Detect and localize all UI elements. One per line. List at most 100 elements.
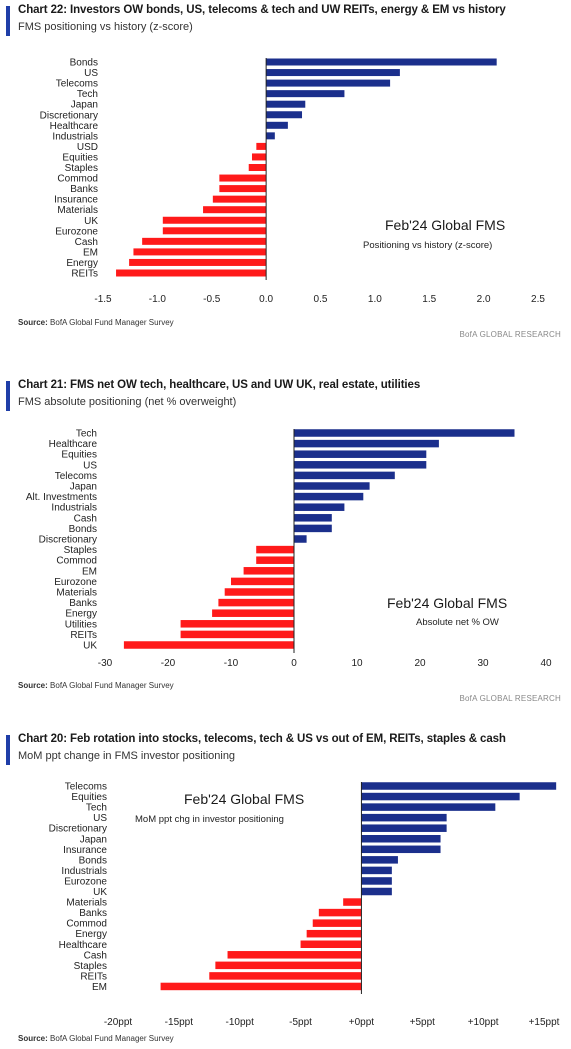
bar-discretionary bbox=[266, 111, 303, 119]
category-label: Japan bbox=[71, 100, 98, 111]
category-label: Energy bbox=[75, 929, 107, 940]
chart-subtitle: MoM ppt change in FMS investor positioni… bbox=[18, 750, 236, 762]
category-label: Equities bbox=[62, 152, 98, 163]
category-label: Healthcare bbox=[49, 439, 98, 450]
bar-energy bbox=[129, 258, 267, 266]
chart-header: Chart 20: Feb rotation into stocks, tele… bbox=[0, 729, 571, 773]
category-label: Alt. Investments bbox=[26, 492, 97, 503]
annotation-title: Feb'24 Global FMS bbox=[184, 791, 304, 807]
x-tick-label: 1.0 bbox=[368, 294, 382, 305]
bar-reits bbox=[209, 972, 362, 980]
source-label: Source: bbox=[18, 681, 48, 690]
category-label: Banks bbox=[70, 184, 98, 195]
bar-japan bbox=[266, 100, 306, 108]
bar-telecoms bbox=[294, 471, 395, 480]
bar-utilities bbox=[180, 620, 294, 628]
bar-discretionary bbox=[361, 824, 447, 832]
bar-chart-22: Feb'24 Global FMS Positioning vs history… bbox=[40, 58, 546, 306]
bar-em bbox=[160, 982, 362, 991]
bar-energy bbox=[212, 609, 294, 617]
category-label: Healthcare bbox=[59, 940, 108, 951]
bar-industrials bbox=[294, 503, 345, 511]
chart-header: Chart 21: FMS net OW tech, healthcare, U… bbox=[0, 375, 571, 419]
bar-chart-20: Feb'24 Global FMS MoM ppt chg in investo… bbox=[49, 782, 560, 1029]
source-text: BofA Global Fund Manager Survey bbox=[50, 318, 174, 327]
source-note: Source: BofA Global Fund Manager Survey bbox=[18, 681, 174, 690]
x-tick-label: -5ppt bbox=[289, 1017, 312, 1028]
category-label: Discretionary bbox=[40, 110, 98, 121]
chart-panel-21: Chart 21: FMS net OW tech, healthcare, U… bbox=[0, 375, 571, 710]
annotation-subtitle: Positioning vs history (z-score) bbox=[363, 240, 492, 251]
category-label: Banks bbox=[79, 908, 107, 919]
x-tick-label: 1.5 bbox=[422, 294, 436, 305]
bar-commod bbox=[312, 919, 362, 927]
bar-bonds bbox=[361, 856, 398, 864]
x-tick-label: -10 bbox=[224, 658, 239, 669]
x-tick-label: -15ppt bbox=[165, 1017, 194, 1028]
bar-us bbox=[294, 461, 427, 469]
brand-watermark: BofA GLOBAL RESEARCH bbox=[459, 330, 561, 339]
category-label: Tech bbox=[86, 803, 107, 814]
category-label: US bbox=[84, 68, 98, 79]
x-tick-label: +0ppt bbox=[349, 1017, 375, 1028]
x-tick-label: +10ppt bbox=[468, 1017, 499, 1028]
bar-staples bbox=[256, 545, 294, 554]
x-tick-label: -10ppt bbox=[226, 1017, 255, 1028]
bar-staples bbox=[215, 961, 362, 970]
category-label: Cash bbox=[74, 513, 97, 524]
chart-header: Chart 22: Investors OW bonds, US, teleco… bbox=[0, 0, 571, 44]
bar-discretionary bbox=[294, 535, 307, 543]
category-label: Cash bbox=[75, 237, 98, 248]
category-label: Materials bbox=[57, 205, 98, 216]
bar-energy bbox=[306, 929, 362, 938]
bar-uk bbox=[162, 216, 267, 224]
category-label: Industrials bbox=[61, 866, 107, 877]
bar-cash bbox=[142, 237, 267, 245]
bar-cash bbox=[227, 951, 362, 959]
x-tick-label: 0.5 bbox=[314, 294, 328, 305]
category-label: Cash bbox=[84, 950, 107, 961]
source-label: Source: bbox=[18, 318, 48, 327]
bar-commod bbox=[256, 556, 294, 564]
category-label: Telecoms bbox=[55, 471, 97, 482]
annotation-title: Feb'24 Global FMS bbox=[387, 595, 507, 611]
chart-subtitle: FMS absolute positioning (net % overweig… bbox=[18, 396, 237, 408]
chart-panel-20: Chart 20: Feb rotation into stocks, tele… bbox=[0, 729, 571, 1049]
category-label: Eurozone bbox=[64, 876, 107, 887]
bar-reits bbox=[116, 269, 267, 277]
chart-subtitle: FMS positioning vs history (z-score) bbox=[18, 21, 193, 33]
bar-insurance bbox=[361, 845, 441, 854]
category-label: Materials bbox=[66, 898, 107, 909]
bar-bonds bbox=[266, 58, 497, 66]
category-label: Staples bbox=[65, 163, 98, 174]
bar-bonds bbox=[294, 524, 332, 533]
bar-eurozone bbox=[361, 877, 392, 885]
x-tick-label: +5ppt bbox=[410, 1017, 436, 1028]
source-text: BofA Global Fund Manager Survey bbox=[50, 1034, 174, 1043]
category-label: Commod bbox=[57, 174, 98, 185]
bar-materials bbox=[203, 206, 267, 214]
x-tick-label: 40 bbox=[540, 658, 552, 669]
bar-industrials bbox=[266, 132, 275, 140]
category-label: Industrials bbox=[51, 503, 97, 514]
bar-us bbox=[266, 69, 400, 77]
category-label: Eurozone bbox=[55, 226, 98, 237]
category-label: Japan bbox=[80, 834, 107, 845]
bar-equities bbox=[294, 450, 427, 458]
x-tick-label: -20 bbox=[161, 658, 176, 669]
x-tick-label: 10 bbox=[351, 658, 363, 669]
category-label: Equities bbox=[71, 792, 107, 803]
bar-alt-investments bbox=[294, 492, 364, 501]
category-label: Bonds bbox=[70, 58, 98, 69]
bar-telecoms bbox=[361, 782, 557, 790]
chart-title: Chart 20: Feb rotation into stocks, tele… bbox=[18, 733, 506, 745]
bar-telecoms bbox=[266, 79, 391, 87]
bar-japan bbox=[294, 482, 370, 490]
category-label: Industrials bbox=[52, 131, 98, 142]
bar-chart-21: Feb'24 Global FMS Absolute net % OW Tech… bbox=[26, 429, 552, 670]
category-label: REITs bbox=[70, 630, 97, 641]
bar-equities bbox=[251, 153, 267, 161]
bar-materials bbox=[343, 898, 362, 906]
category-label: Bonds bbox=[69, 524, 97, 535]
category-label: Japan bbox=[70, 482, 97, 493]
